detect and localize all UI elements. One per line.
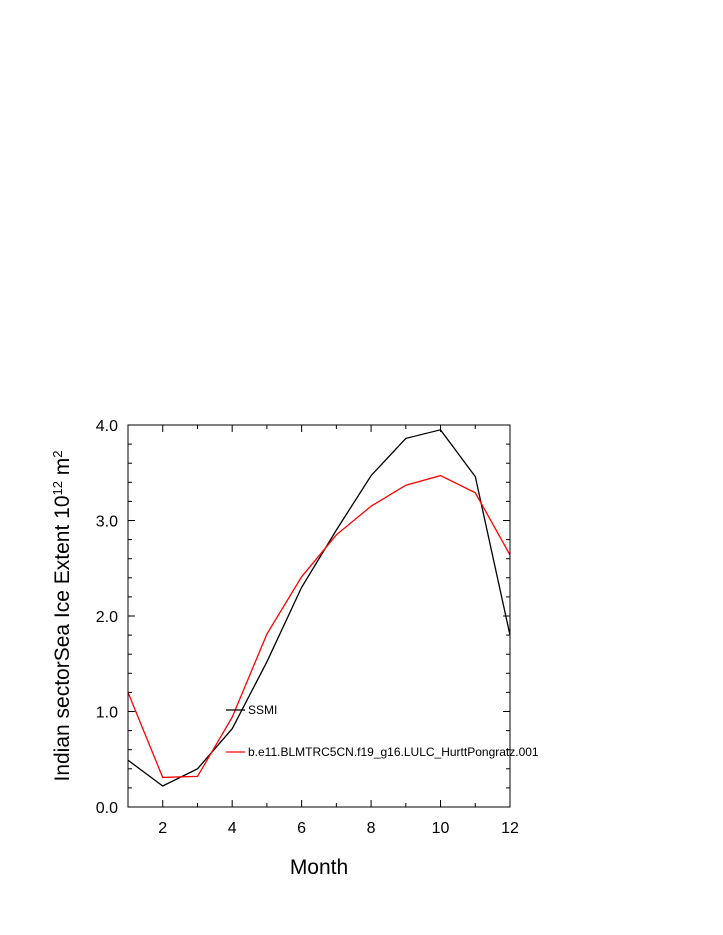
x-tick-label: 12 — [501, 820, 519, 837]
legend: SSMI b.e11.BLMTRC5CN.f19_g16.LULC_HurttPo… — [226, 703, 539, 759]
y-axis-title-exponent: 12 — [50, 481, 65, 495]
series-lines — [128, 429, 510, 787]
x-tick-label: 10 — [432, 820, 450, 837]
x-axis-title: Month — [290, 856, 348, 879]
x-tick-label: 6 — [297, 820, 306, 837]
x-tick-label: 8 — [367, 820, 376, 837]
y-tick-label: 2.0 — [96, 609, 118, 626]
legend-label: SSMI — [248, 703, 277, 717]
series-line-1 — [128, 429, 510, 787]
series-line-2 — [128, 474, 510, 779]
y-axis-title-unit: m — [51, 458, 74, 481]
x-tick-label: 4 — [228, 820, 237, 837]
y-tick-label: 4.0 — [96, 418, 118, 435]
tick-labels: 2 4 6 8 10 12 0.0 1.0 2.0 3.0 4.0 — [96, 418, 519, 837]
y-axis-title: Indian sectorSea Ice Extent 1012 m2 — [50, 450, 75, 781]
plot-frame — [127, 424, 511, 808]
y-axis-title-unit-exponent: 2 — [50, 450, 65, 457]
y-tick-label: 1.0 — [96, 705, 118, 722]
legend-label: b.e11.BLMTRC5CN.f19_g16.LULC_HurttPongra… — [248, 745, 539, 759]
y-axis-title-main: Indian sectorSea Ice Extent 10 — [51, 496, 74, 782]
x-tick-label: 2 — [158, 820, 167, 837]
y-tick-label: 0.0 — [96, 800, 118, 817]
y-tick-label: 3.0 — [96, 514, 118, 531]
